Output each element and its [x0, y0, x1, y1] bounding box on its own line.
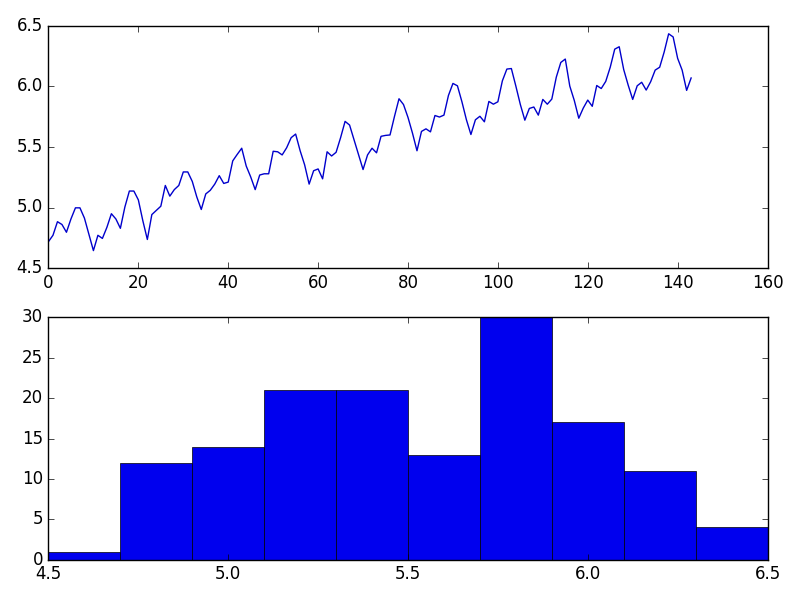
Bar — [264, 390, 336, 560]
Bar — [336, 390, 408, 560]
Bar — [480, 317, 552, 560]
Bar — [192, 446, 264, 560]
Bar — [49, 551, 120, 560]
Bar — [624, 471, 696, 560]
Bar — [120, 463, 192, 560]
Bar — [408, 455, 480, 560]
Bar — [696, 527, 767, 560]
Bar — [552, 422, 624, 560]
